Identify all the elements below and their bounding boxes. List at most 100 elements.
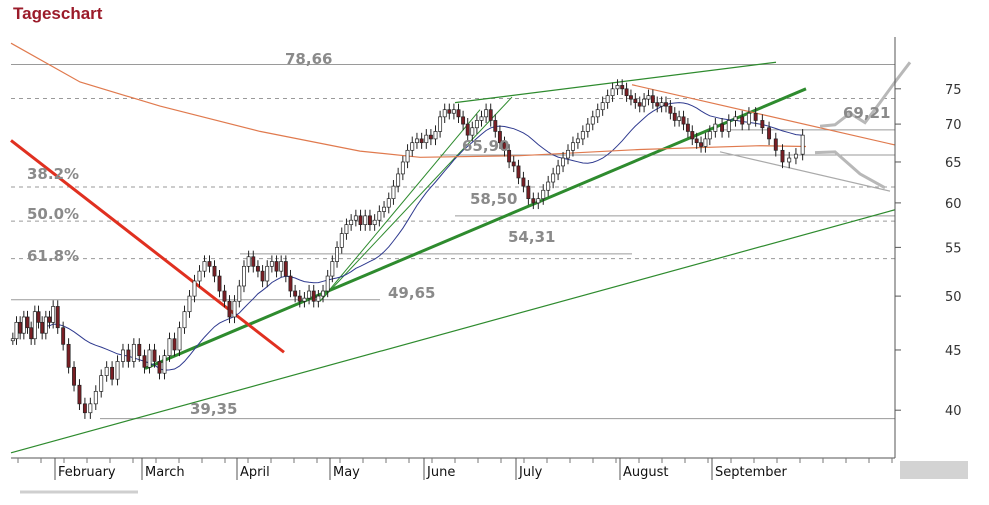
- fib-label: 50.0%: [27, 205, 79, 223]
- price-candle: [400, 161, 405, 175]
- price-candle: [629, 95, 633, 100]
- price-candle: [424, 134, 429, 144]
- moving-average-short: [42, 102, 803, 371]
- price-candle: [479, 116, 484, 121]
- y-tick-label: 45: [945, 344, 962, 359]
- price-candle: [82, 403, 87, 414]
- fib-label: 38.2%: [27, 165, 79, 183]
- level-label: 69,21: [843, 104, 890, 122]
- price-candle: [279, 261, 284, 272]
- price-candle: [753, 112, 758, 121]
- price-candle: [43, 316, 48, 334]
- price-candle: [551, 173, 556, 183]
- price-candle: [740, 116, 745, 125]
- price-candle: [251, 256, 256, 267]
- price-candle: [162, 355, 167, 374]
- price-candle: [255, 265, 260, 272]
- price-candle: [297, 295, 302, 302]
- price-candle: [511, 161, 516, 167]
- price-candle: [580, 131, 585, 140]
- price-candle: [633, 98, 638, 103]
- price-candle: [212, 265, 217, 277]
- price-candle: [167, 338, 172, 357]
- price-candle: [344, 224, 349, 234]
- price-candle: [55, 306, 60, 329]
- price-candle: [265, 265, 270, 282]
- price-candle: [288, 275, 293, 292]
- price-candle: [325, 275, 330, 292]
- price-candle: [451, 109, 456, 114]
- price-candle: [260, 270, 265, 282]
- plot-area: [11, 37, 895, 457]
- price-candle: [307, 290, 312, 299]
- price-candle: [202, 261, 207, 272]
- price-candle: [51, 306, 56, 323]
- price-candle: [187, 295, 192, 313]
- price-candle: [655, 102, 660, 107]
- y-tick-label: 60: [945, 197, 962, 212]
- price-candle: [391, 185, 396, 200]
- price-candle: [521, 177, 526, 187]
- x-tick-label: September: [715, 465, 788, 480]
- fib-label: 61.8%: [27, 247, 79, 265]
- price-candle: [585, 123, 590, 132]
- price-candle: [713, 123, 718, 132]
- price-candle: [386, 198, 391, 208]
- level-label: 54,31: [508, 228, 555, 246]
- price-candle: [110, 366, 115, 380]
- lower-channel-line: [719, 151, 891, 192]
- y-tick-label: 70: [945, 118, 962, 133]
- price-candle: [382, 206, 387, 212]
- price-candle: [349, 219, 354, 226]
- price-candle: [192, 280, 197, 297]
- price-candle: [502, 142, 507, 151]
- price-candle: [780, 149, 785, 163]
- price-candle: [690, 131, 695, 140]
- price-candle: [659, 102, 664, 107]
- price-candle: [10, 338, 15, 342]
- price-candle: [516, 165, 521, 179]
- price-candle: [726, 120, 731, 132]
- price-candle: [571, 142, 575, 151]
- price-candle: [368, 215, 372, 226]
- price-candle: [182, 311, 187, 329]
- price-candle: [363, 215, 368, 226]
- price-candle: [126, 349, 131, 362]
- resistance-line: [631, 84, 896, 146]
- price-candle: [311, 290, 316, 302]
- y-tick-label: 55: [945, 241, 962, 256]
- price-candle: [566, 149, 570, 159]
- y-axis: 40 45 50 55 60 65 70 75: [895, 83, 962, 419]
- price-candle: [121, 349, 125, 362]
- price-candle: [664, 102, 668, 107]
- scrollbar-track[interactable]: [900, 461, 968, 479]
- price-candle: [152, 349, 157, 362]
- price-candle: [456, 109, 461, 118]
- price-candle: [21, 316, 26, 334]
- projection-lower: [814, 150, 886, 190]
- price-candle: [703, 138, 708, 147]
- price-candle: [335, 247, 340, 262]
- price-candle: [18, 321, 23, 334]
- price-candle: [283, 261, 288, 277]
- price-candle: [531, 198, 536, 204]
- price-candle: [433, 131, 438, 140]
- price-candle: [646, 95, 651, 100]
- price-candle: [353, 215, 358, 221]
- price-candle: [104, 366, 109, 376]
- price-candle: [25, 316, 30, 329]
- price-candle: [197, 270, 202, 282]
- price-candle: [442, 109, 447, 118]
- price-candle: [36, 311, 41, 323]
- price-candle: [677, 116, 682, 121]
- price-candle: [419, 138, 424, 144]
- price-candle: [497, 131, 502, 144]
- long-term-support-line: [10, 209, 896, 454]
- price-candle: [405, 149, 410, 163]
- price-candle: [177, 327, 182, 351]
- price-candle: [142, 355, 147, 368]
- price-candle: [99, 375, 104, 392]
- price-candle: [610, 88, 615, 97]
- fan-line-steeper: [319, 109, 481, 302]
